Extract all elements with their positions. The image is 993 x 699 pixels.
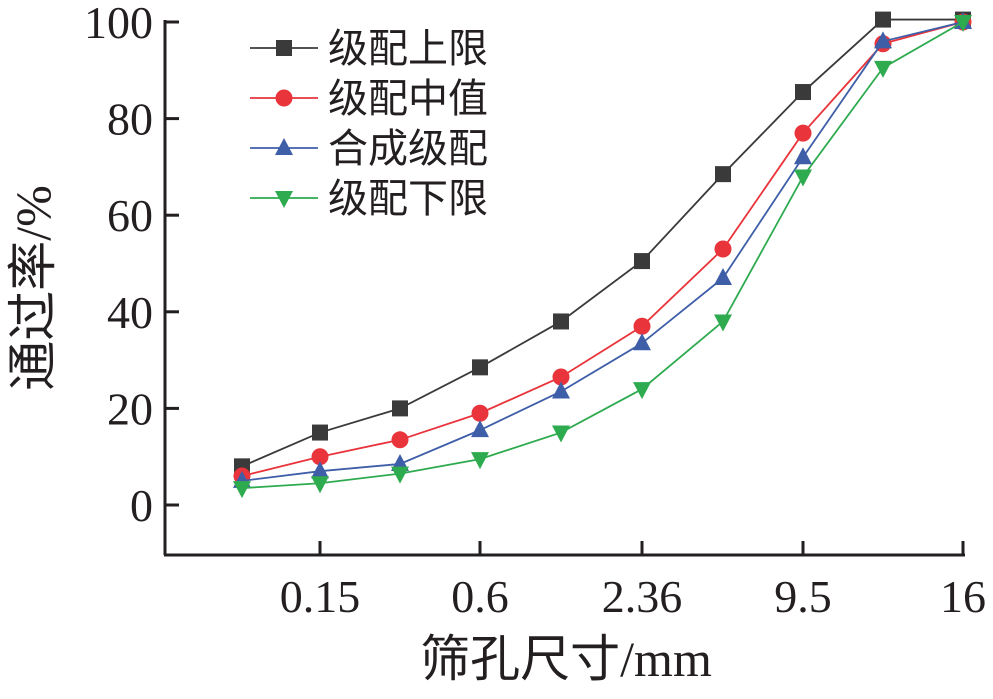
legend-label: 级配上限 bbox=[328, 26, 488, 71]
x-tick-label: 0.6 bbox=[451, 571, 509, 622]
x-tick-label: 9.5 bbox=[774, 571, 832, 622]
legend-marker bbox=[275, 138, 293, 155]
data-point bbox=[471, 404, 489, 422]
data-point bbox=[471, 420, 489, 438]
data-point bbox=[714, 314, 732, 332]
y-axis-title: 通过率/% bbox=[5, 185, 61, 391]
data-point bbox=[874, 31, 892, 49]
x-tick-label: 2.36 bbox=[602, 571, 683, 622]
data-point bbox=[875, 11, 891, 28]
data-point bbox=[633, 317, 651, 335]
series-line bbox=[241, 18, 963, 468]
data-point bbox=[954, 15, 972, 32]
x-tick-label: 16 bbox=[940, 571, 986, 622]
series-layer bbox=[233, 11, 972, 499]
data-point bbox=[312, 424, 328, 441]
y-tick-label: 60 bbox=[107, 190, 153, 241]
data-point bbox=[311, 448, 329, 466]
data-point bbox=[311, 461, 329, 479]
data-point bbox=[633, 382, 651, 400]
data-point bbox=[715, 166, 731, 183]
data-point bbox=[552, 425, 570, 443]
y-tick-label: 40 bbox=[107, 287, 153, 338]
legend-item: 级配下限 bbox=[250, 176, 488, 221]
data-point bbox=[633, 333, 651, 351]
y-tick-label: 0 bbox=[130, 480, 153, 531]
data-point bbox=[794, 124, 812, 142]
legend-item: 级配上限 bbox=[250, 26, 488, 71]
series-line bbox=[241, 21, 964, 489]
data-point bbox=[392, 400, 408, 417]
series-line bbox=[241, 21, 964, 482]
data-point bbox=[874, 60, 892, 78]
legend-marker bbox=[275, 191, 293, 208]
legend-label: 级配中值 bbox=[328, 76, 488, 121]
data-point bbox=[471, 452, 489, 470]
data-point bbox=[472, 359, 488, 376]
legend-item: 级配中值 bbox=[250, 76, 488, 121]
data-point bbox=[552, 381, 570, 399]
series-line bbox=[241, 21, 964, 477]
data-point bbox=[794, 169, 812, 187]
data-point bbox=[795, 84, 811, 101]
data-point bbox=[634, 253, 650, 270]
y-tick-label: 100 bbox=[84, 0, 153, 48]
legend-marker bbox=[275, 89, 293, 107]
x-tick-label: 0.15 bbox=[280, 571, 361, 622]
data-point bbox=[391, 431, 409, 449]
data-point bbox=[553, 313, 569, 330]
data-point bbox=[311, 476, 329, 494]
x-axis-title: 筛孔尺寸/mm bbox=[420, 631, 712, 687]
legend-label: 合成级配 bbox=[328, 126, 488, 171]
data-point bbox=[794, 147, 812, 165]
y-tick-label: 80 bbox=[107, 94, 153, 145]
series-4 bbox=[233, 15, 972, 499]
legend-label: 级配下限 bbox=[328, 176, 488, 221]
y-tick-label: 20 bbox=[107, 383, 153, 434]
data-point bbox=[714, 267, 732, 285]
data-point bbox=[233, 481, 251, 499]
data-point bbox=[552, 368, 570, 386]
axes: 0 20 40 60 80 100 0.15 0.6 2.36 9.5 16 bbox=[84, 0, 986, 622]
legend-item: 合成级配 bbox=[250, 126, 488, 171]
data-point bbox=[714, 240, 732, 258]
data-point bbox=[391, 466, 409, 484]
legend-marker bbox=[276, 40, 292, 56]
